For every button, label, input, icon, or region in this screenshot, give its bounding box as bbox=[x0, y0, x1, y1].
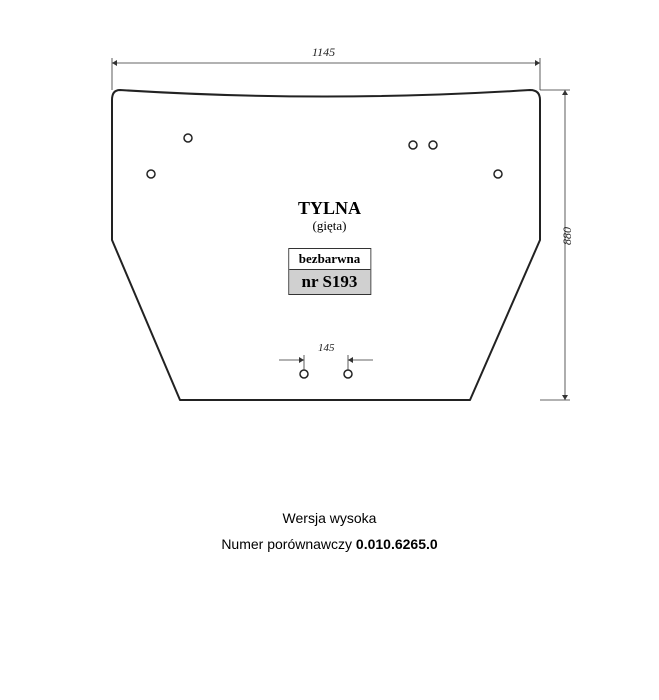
caption-reference-prefix: Numer porównawczy bbox=[221, 536, 356, 552]
diagram-container: { "canvas": { "width": 659, "height": 70… bbox=[0, 0, 659, 700]
dimension-height-label: 880 bbox=[560, 227, 575, 245]
caption-block: Wersja wysoka Numer porównawczy 0.010.62… bbox=[221, 510, 437, 552]
dimension-hole-spacing-label: 145 bbox=[318, 342, 335, 354]
info-box-color-label: bezbarwna bbox=[289, 249, 370, 269]
info-box: bezbarwna nr S193 bbox=[288, 248, 371, 295]
caption-reference: Numer porównawczy 0.010.6265.0 bbox=[221, 536, 437, 552]
dimension-width-label: 1145 bbox=[312, 45, 335, 60]
caption-reference-number: 0.010.6265.0 bbox=[356, 536, 438, 552]
panel-subtitle: (gięta) bbox=[313, 218, 347, 234]
panel-title: TYLNA bbox=[298, 198, 361, 219]
info-box-part-number: nr S193 bbox=[289, 269, 370, 294]
caption-version: Wersja wysoka bbox=[221, 510, 437, 526]
